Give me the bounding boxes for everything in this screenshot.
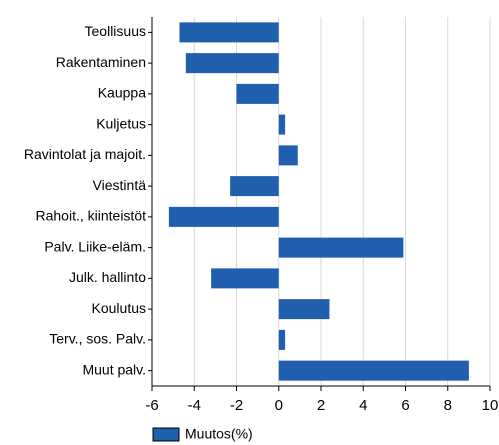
y-tick-label: Rahoit., kiinteistöt (36, 208, 147, 224)
y-tick-label: Kuljetus (96, 115, 146, 131)
bar (278, 145, 298, 166)
y-tick-label: Koulutus (92, 300, 146, 316)
bar (230, 176, 279, 197)
bar (179, 22, 279, 43)
bar (278, 299, 330, 320)
x-tick-label: -6 (145, 397, 158, 414)
bar (211, 268, 279, 289)
x-tick-label: 2 (317, 397, 325, 414)
bar (278, 237, 404, 258)
y-tick-label: Viestintä (93, 177, 147, 193)
bar (278, 360, 469, 381)
bar (278, 329, 286, 350)
y-tick-label: Palv. Liike-eläm. (44, 238, 146, 254)
x-tick-label: 6 (401, 397, 409, 414)
x-tick-label: -4 (188, 397, 201, 414)
y-tick-label: Terv., sos. Palv. (49, 331, 146, 347)
x-tick-label: 0 (275, 397, 283, 414)
y-tick-label: Kauppa (98, 85, 146, 101)
bar (185, 53, 279, 74)
bar (278, 114, 286, 135)
y-tick-label: Teollisuus (85, 23, 146, 39)
legend-label: Muutos(%) (185, 426, 253, 442)
x-tick-label: 4 (359, 397, 367, 414)
bar (168, 206, 279, 227)
y-tick-label: Rakentaminen (56, 54, 146, 70)
x-tick-label: 10 (482, 397, 499, 414)
x-tick-label: 8 (444, 397, 452, 414)
y-tick-label: Muut palv. (82, 361, 146, 377)
bar (236, 83, 279, 104)
y-tick-label: Ravintolat ja majoit. (24, 146, 146, 162)
legend-swatch (152, 427, 180, 442)
y-tick-label: Julk. hallinto (69, 269, 146, 285)
x-tick-label: -2 (230, 397, 243, 414)
